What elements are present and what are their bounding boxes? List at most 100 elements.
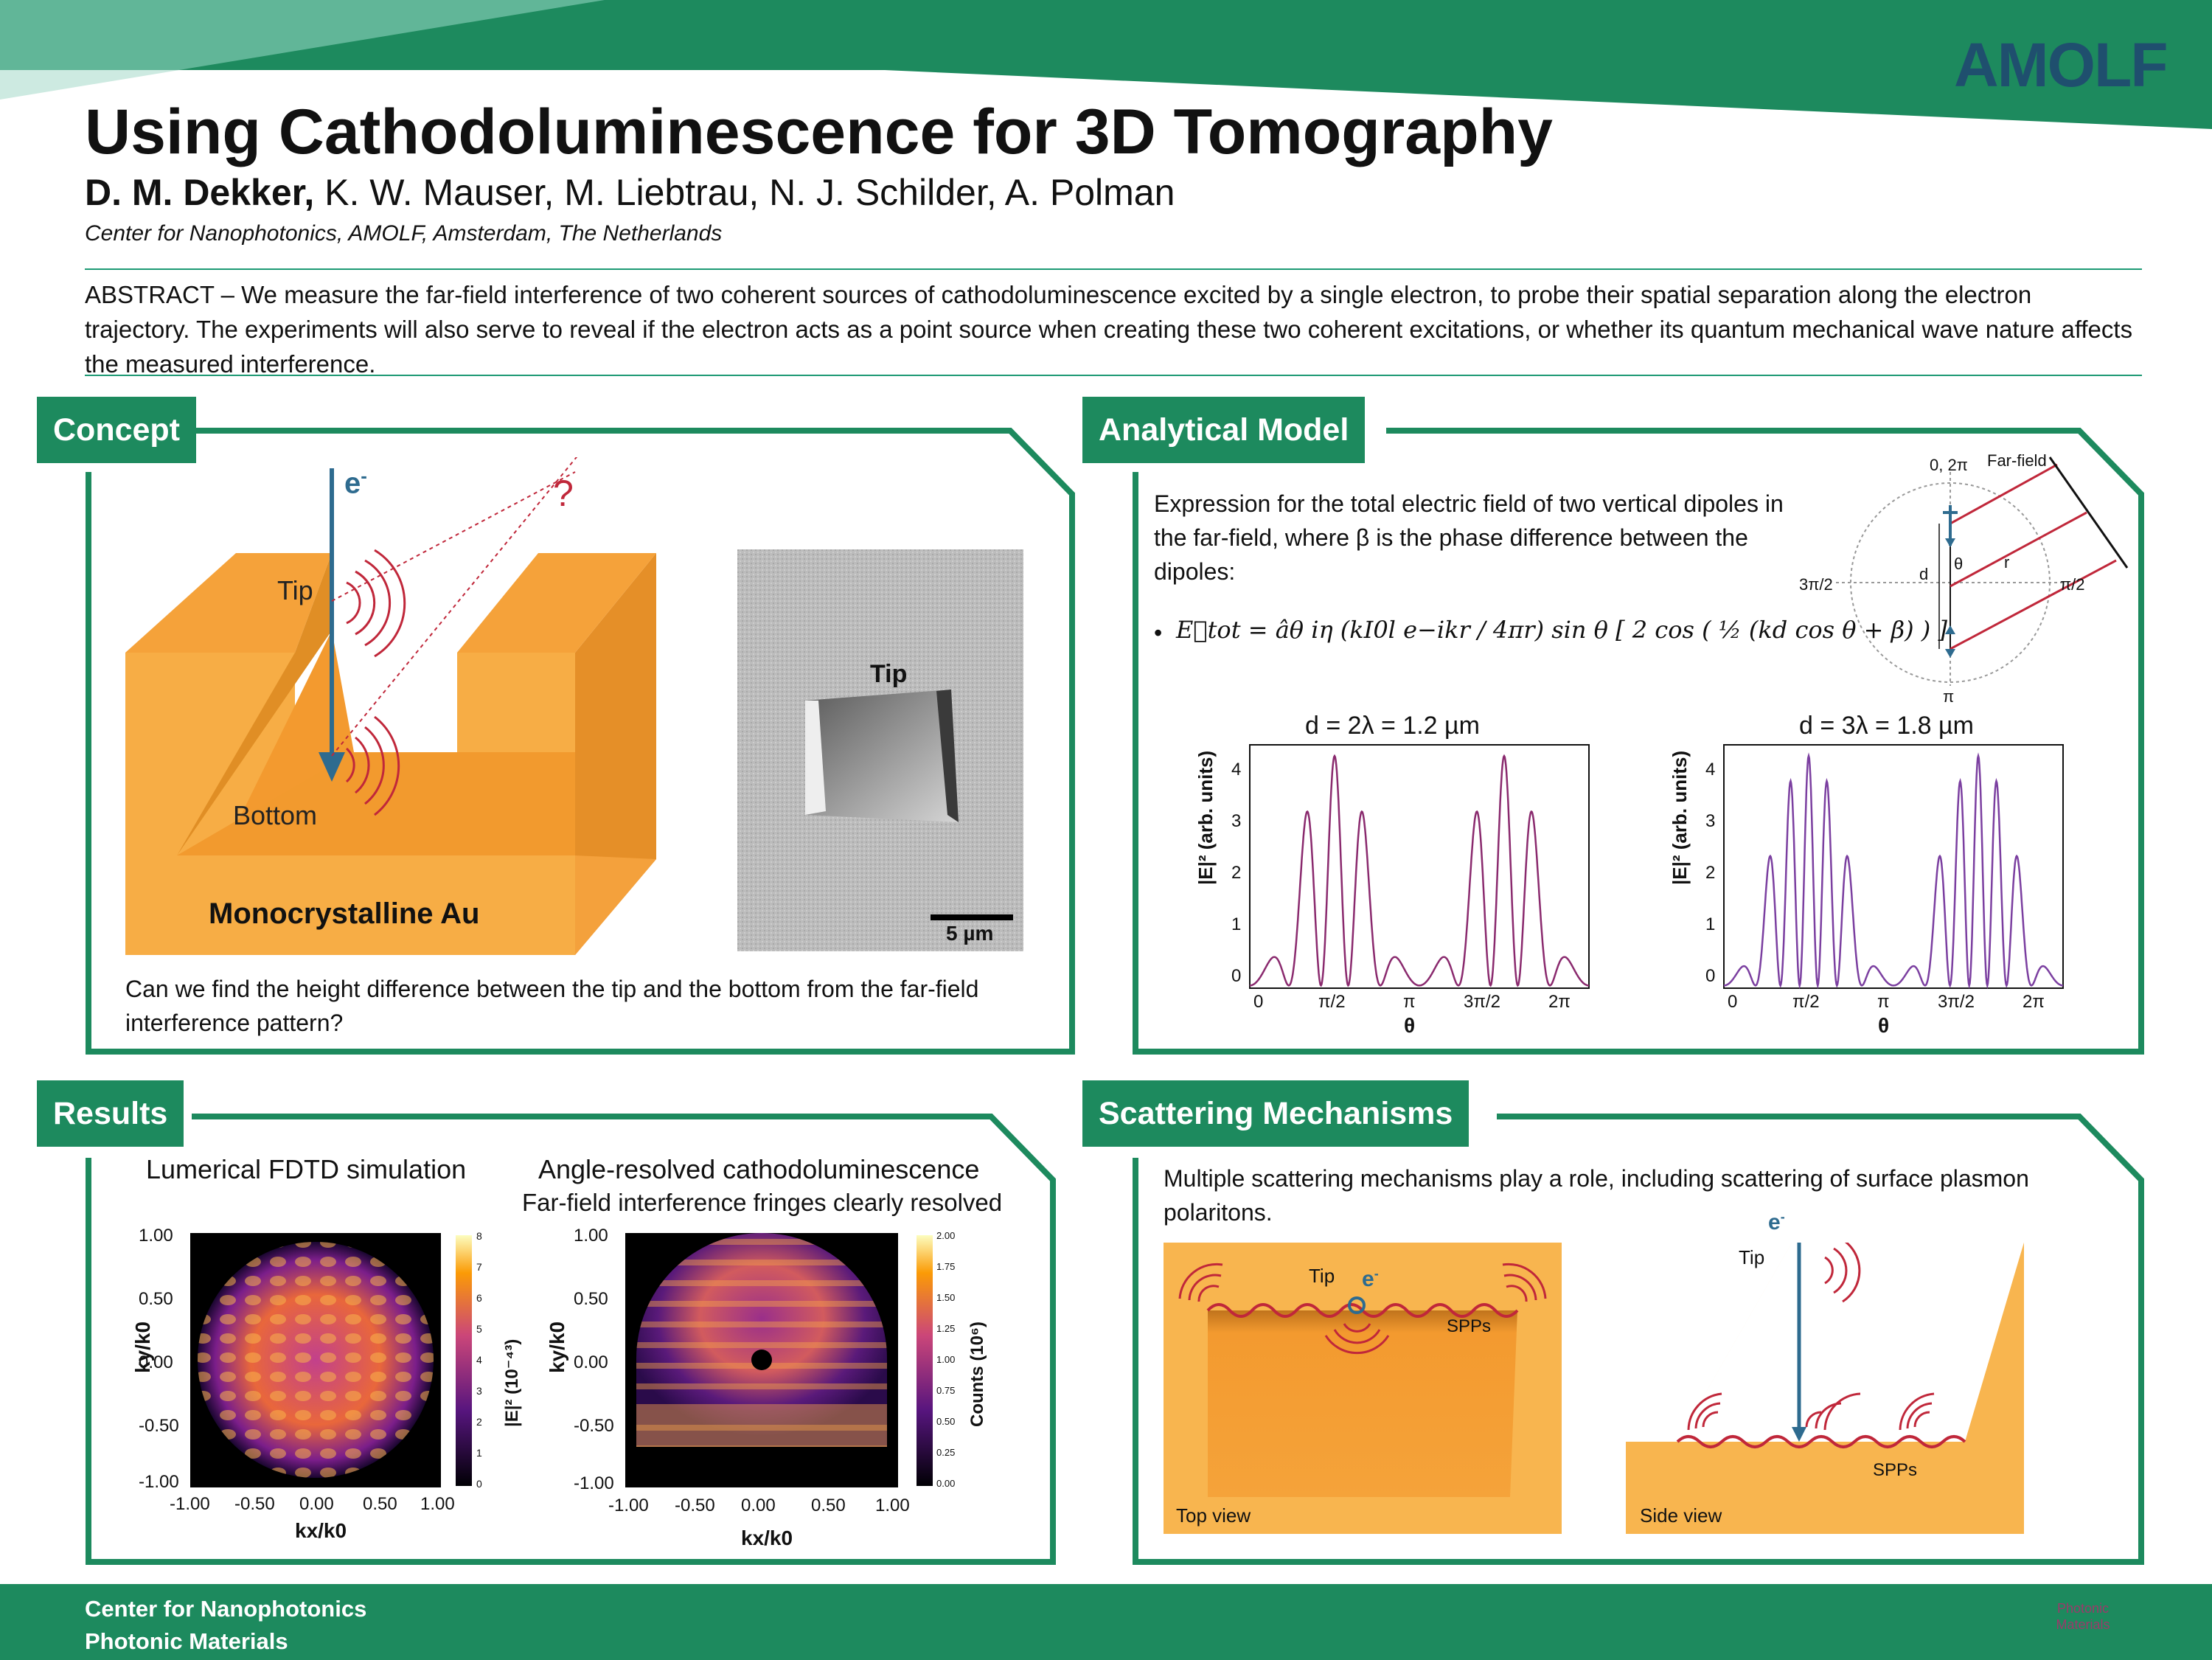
cbar-tick: 1.50 [936, 1292, 956, 1303]
concept-question: Can we find the height difference betwee… [125, 976, 979, 1036]
xtick: π [1877, 992, 1890, 1012]
diagram-label-d: d [1919, 565, 1929, 583]
top-view-illustration [1164, 1243, 1562, 1534]
xtick: 3π/2 [1464, 992, 1500, 1012]
plot1-xlabel: θ [1404, 1014, 1416, 1037]
scattering-text: Multiple scattering mechanisms play a ro… [1164, 1165, 2029, 1226]
cbar-tick: 0 [476, 1478, 482, 1490]
footer-band [0, 1584, 2212, 1660]
xtick: 1.00 [420, 1494, 455, 1514]
diagram-label-theta: θ [1954, 555, 1964, 573]
ytick: 3 [1705, 811, 1716, 831]
cbar-tick: 7 [476, 1261, 482, 1273]
concept-illustration [125, 457, 656, 955]
concept-title: Concept [37, 397, 196, 463]
xtick: 1.00 [875, 1496, 910, 1515]
diagram-label-farfield: Far-field [1987, 451, 2047, 470]
ytick: 4 [1705, 760, 1716, 779]
cbar-tick: 1.00 [936, 1354, 956, 1365]
bottom-label: Bottom [233, 800, 318, 830]
xtick: -0.50 [234, 1494, 275, 1514]
model-title: Analytical Model [1082, 397, 1366, 463]
equation-bullet: • [1154, 619, 1163, 646]
amolf-logo: AMOLF [1954, 30, 2168, 100]
ytick: 3 [1231, 811, 1242, 831]
cbar-tick: 4 [476, 1354, 482, 1366]
ytick: 0.00 [574, 1352, 608, 1372]
xtick: 0.50 [363, 1494, 397, 1514]
ytick: -0.50 [574, 1416, 614, 1436]
diagram-label-right: π/2 [2060, 575, 2085, 594]
xtick: 0 [1253, 992, 1264, 1012]
ytick: 2 [1231, 863, 1242, 883]
exp-ylabel: ky/k0 [546, 1321, 568, 1373]
plot1-title: d = 2λ = 1.2 µm [1305, 712, 1480, 740]
scale-bar-label: 5 µm [946, 922, 994, 945]
ytick: 0.50 [574, 1289, 608, 1309]
top-view-tip-label: Tip [1309, 1265, 1335, 1287]
side-view-spps-label: SPPs [1873, 1460, 1918, 1480]
scattering-title: Scattering Mechanisms [1082, 1080, 1470, 1147]
header-band [0, 0, 2212, 129]
exp-colorbar-ticks: 2.00 1.75 1.50 1.25 1.00 0.75 0.50 0.25 … [936, 1230, 966, 1489]
ytick: 1 [1705, 914, 1716, 934]
xtick: π/2 [1792, 992, 1820, 1012]
electron-charge: - [361, 465, 367, 487]
top-view-spps-label: SPPs [1447, 1316, 1492, 1336]
footer-line-1: Center for Nanophotonics [85, 1596, 367, 1622]
electron-symbol: e [1362, 1267, 1374, 1291]
sim-colorbar [456, 1235, 472, 1486]
xtick: -1.00 [170, 1494, 210, 1514]
divider [85, 375, 2142, 376]
ytick: 0 [1231, 966, 1242, 986]
ytick: 1 [1231, 914, 1242, 934]
sim-colorbar-ticks: 8 7 6 5 4 3 2 1 0 [476, 1230, 498, 1490]
plot2 [1723, 744, 2064, 990]
sim-title: Lumerical FDTD simulation [146, 1154, 467, 1184]
plot2-ylabel: |E|² (arb. units) [1669, 750, 1691, 885]
divider [85, 268, 2142, 270]
ytick: 1.00 [139, 1226, 173, 1246]
top-view-electron: e- [1362, 1266, 1379, 1291]
cbar-tick: 2 [476, 1416, 482, 1428]
exp-subtitle: Far-field interference fringes clearly r… [522, 1189, 1003, 1216]
ytick: -1.00 [574, 1473, 614, 1493]
exp-xticks: -1.00 -0.50 0.00 0.50 1.00 [608, 1496, 918, 1518]
diagram-label-r: r [2004, 553, 2010, 572]
cbar-tick: 1.75 [936, 1261, 956, 1272]
sim-xticks: -1.00 -0.50 0.00 0.50 1.00 [170, 1494, 465, 1516]
side-view-illustration [1626, 1243, 2024, 1534]
plot1-ylabel: |E|² (arb. units) [1194, 750, 1217, 885]
electron-symbol: e [1768, 1210, 1781, 1234]
exp-colorbar [917, 1235, 933, 1486]
model-panel-frame [1133, 428, 2144, 1055]
plot1-yticks: 4 3 2 1 0 [1231, 760, 1246, 988]
cbar-tick: 0.50 [936, 1416, 956, 1427]
cbar-tick: 0.25 [936, 1447, 956, 1458]
cbar-tick: 5 [476, 1323, 482, 1335]
plot1 [1249, 744, 1590, 989]
xtick: 0.00 [299, 1494, 334, 1514]
lead-author: D. M. Dekker, [85, 172, 315, 213]
ytick: 1.00 [574, 1226, 608, 1246]
sim-xlabel: kx/k0 [295, 1519, 347, 1542]
cbar-tick: 6 [476, 1292, 482, 1304]
simulation-map [190, 1233, 441, 1487]
affiliation: Center for Nanophotonics, AMOLF, Amsterd… [85, 221, 723, 246]
ytick: 4 [1231, 760, 1242, 779]
field-equation: E⃗tot = âθ iη (kI0l e−ikr / 4πr) sin θ [… [1176, 616, 1947, 644]
ytick: 2 [1705, 863, 1716, 883]
ytick: -1.00 [139, 1472, 179, 1492]
exp-title: Angle-resolved cathodoluminescence [538, 1154, 980, 1184]
cbar-tick: 2.00 [936, 1230, 956, 1241]
plot2-yticks: 4 3 2 1 0 [1705, 760, 1720, 988]
electron-label: e- [344, 465, 367, 500]
ytick: 0.00 [139, 1352, 173, 1372]
sim-yticks: 1.00 0.50 0.00 -0.50 -1.00 [139, 1226, 183, 1492]
exp-yticks: 1.00 0.50 0.00 -0.50 -1.00 [574, 1226, 618, 1493]
electron-symbol: e [344, 467, 361, 500]
exp-xlabel: kx/k0 [741, 1527, 793, 1549]
cbar-tick: 0.00 [936, 1478, 956, 1489]
tip-label: Tip [277, 575, 313, 605]
cbar-tick: 1 [476, 1447, 482, 1459]
